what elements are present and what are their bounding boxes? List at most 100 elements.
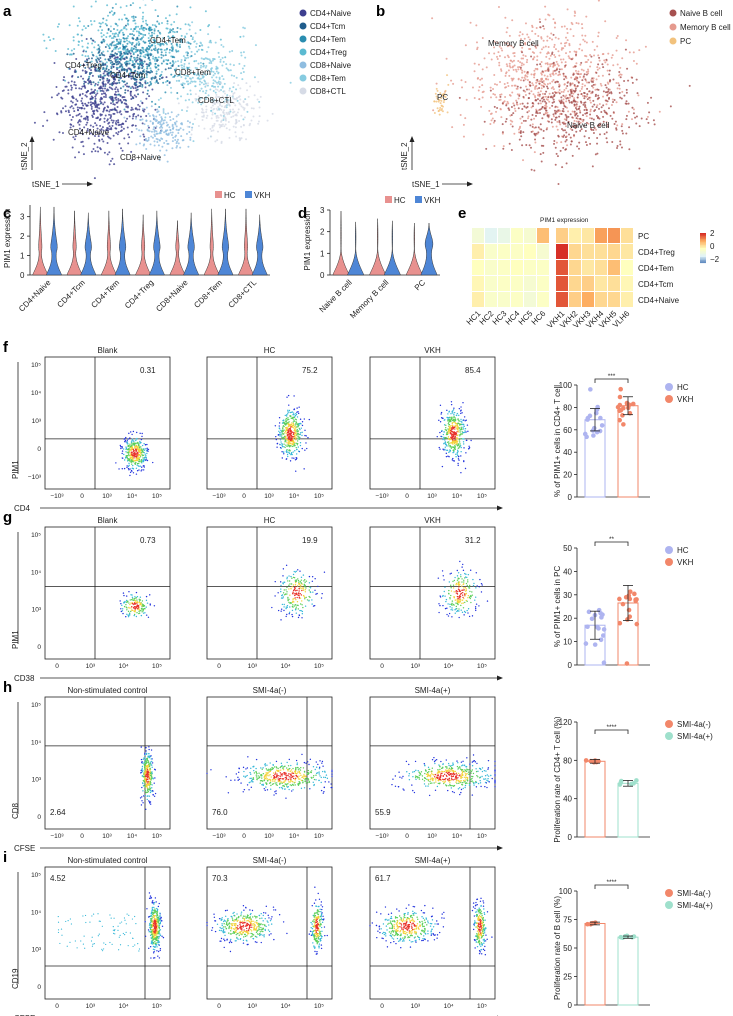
tsne-point <box>567 110 570 113</box>
tsne-point <box>72 52 75 55</box>
tsne-point <box>579 129 582 132</box>
tsne-point <box>161 42 164 45</box>
tsne-point <box>258 115 261 118</box>
tsne-point <box>134 86 137 89</box>
tsne-point <box>180 75 183 78</box>
tsne-point <box>57 92 60 95</box>
tsne-point <box>646 101 649 104</box>
tsne-point <box>550 118 553 121</box>
tsne-point <box>544 111 547 114</box>
tsne-point <box>147 136 150 139</box>
tsne-point <box>137 34 140 37</box>
event-dot <box>451 416 453 418</box>
event-dot <box>445 427 447 429</box>
tsne-point <box>208 61 211 64</box>
event-dot <box>143 465 145 467</box>
tsne-point <box>90 5 93 8</box>
event-dot <box>286 426 288 429</box>
event-dot <box>457 462 459 465</box>
tsne-point <box>125 57 128 60</box>
tsne-point <box>170 29 173 32</box>
tsne-point <box>67 48 70 51</box>
event-dot <box>289 439 292 442</box>
tsne-point <box>224 123 227 126</box>
tsne-point <box>198 83 201 86</box>
tsne-point <box>98 22 101 25</box>
event-dot <box>152 461 154 464</box>
tsne-point <box>123 25 126 28</box>
legend-label: CD4+Treg <box>310 48 347 57</box>
event-dot <box>140 466 143 468</box>
event-dot <box>276 442 279 445</box>
event-dot <box>129 431 132 433</box>
tsne-point <box>119 40 122 43</box>
event-dot <box>288 449 290 451</box>
event-dot <box>146 443 148 446</box>
tsne-point <box>508 34 511 37</box>
tsne-point <box>562 107 565 110</box>
tsne-point <box>133 58 136 61</box>
heatmap-cell <box>485 260 497 275</box>
tsne-point <box>560 42 563 45</box>
tsne-point <box>117 79 120 82</box>
tsne-point <box>589 142 592 145</box>
tsne-point <box>141 46 144 49</box>
event-dot <box>456 428 459 430</box>
tsne-point <box>559 123 562 126</box>
tsne-point <box>632 51 635 54</box>
event-dot <box>132 452 134 454</box>
tsne-point <box>205 98 208 101</box>
event-dot <box>136 446 138 449</box>
tsne-point <box>171 64 174 67</box>
tsne-point <box>493 52 496 55</box>
event-dot <box>447 413 449 415</box>
event-dot <box>135 438 138 440</box>
heatmap-cell <box>608 276 620 291</box>
tsne-point <box>99 74 102 77</box>
tsne-point <box>75 98 78 101</box>
tsne-point <box>180 60 183 63</box>
tsne-point <box>168 82 171 85</box>
tsne-point <box>631 81 634 84</box>
tsne-point <box>219 107 222 110</box>
tsne-point <box>563 78 566 81</box>
tsne-point <box>536 87 539 90</box>
tsne-point <box>122 85 125 88</box>
tsne-point <box>142 62 145 65</box>
tsne-point <box>624 48 627 51</box>
tsne-point <box>499 95 502 98</box>
tsne-point <box>144 56 147 59</box>
tsne-point <box>554 112 557 115</box>
event-dot <box>290 430 292 432</box>
tsne-point <box>592 86 595 89</box>
tsne-point <box>94 0 97 3</box>
tsne-point <box>132 2 135 5</box>
tsne-point <box>595 78 598 81</box>
event-dot <box>122 592 125 594</box>
tsne-point <box>618 74 621 77</box>
tsne-point <box>215 70 218 73</box>
tsne-point <box>181 84 184 87</box>
tsne-point <box>129 42 132 45</box>
tsne-point <box>554 55 557 58</box>
event-dot <box>297 435 299 437</box>
tsne-point <box>593 54 596 57</box>
tsne-point <box>168 37 171 40</box>
gate-percentage: 75.2 <box>302 366 318 375</box>
tsne-point <box>616 124 619 127</box>
event-dot <box>296 407 298 409</box>
tsne-point <box>573 14 576 17</box>
violin-vkh <box>251 214 268 276</box>
tsne-point <box>42 33 45 36</box>
tsne-point <box>161 76 164 79</box>
tsne-point <box>584 101 587 104</box>
tsne-point <box>128 115 131 118</box>
tsne-point <box>243 27 246 30</box>
tsne-point <box>548 57 551 60</box>
tsne-point <box>501 49 504 52</box>
tsne-point <box>568 101 571 104</box>
tsne-point <box>149 67 152 70</box>
tsne-point <box>530 73 533 76</box>
legend-marker <box>415 196 422 203</box>
